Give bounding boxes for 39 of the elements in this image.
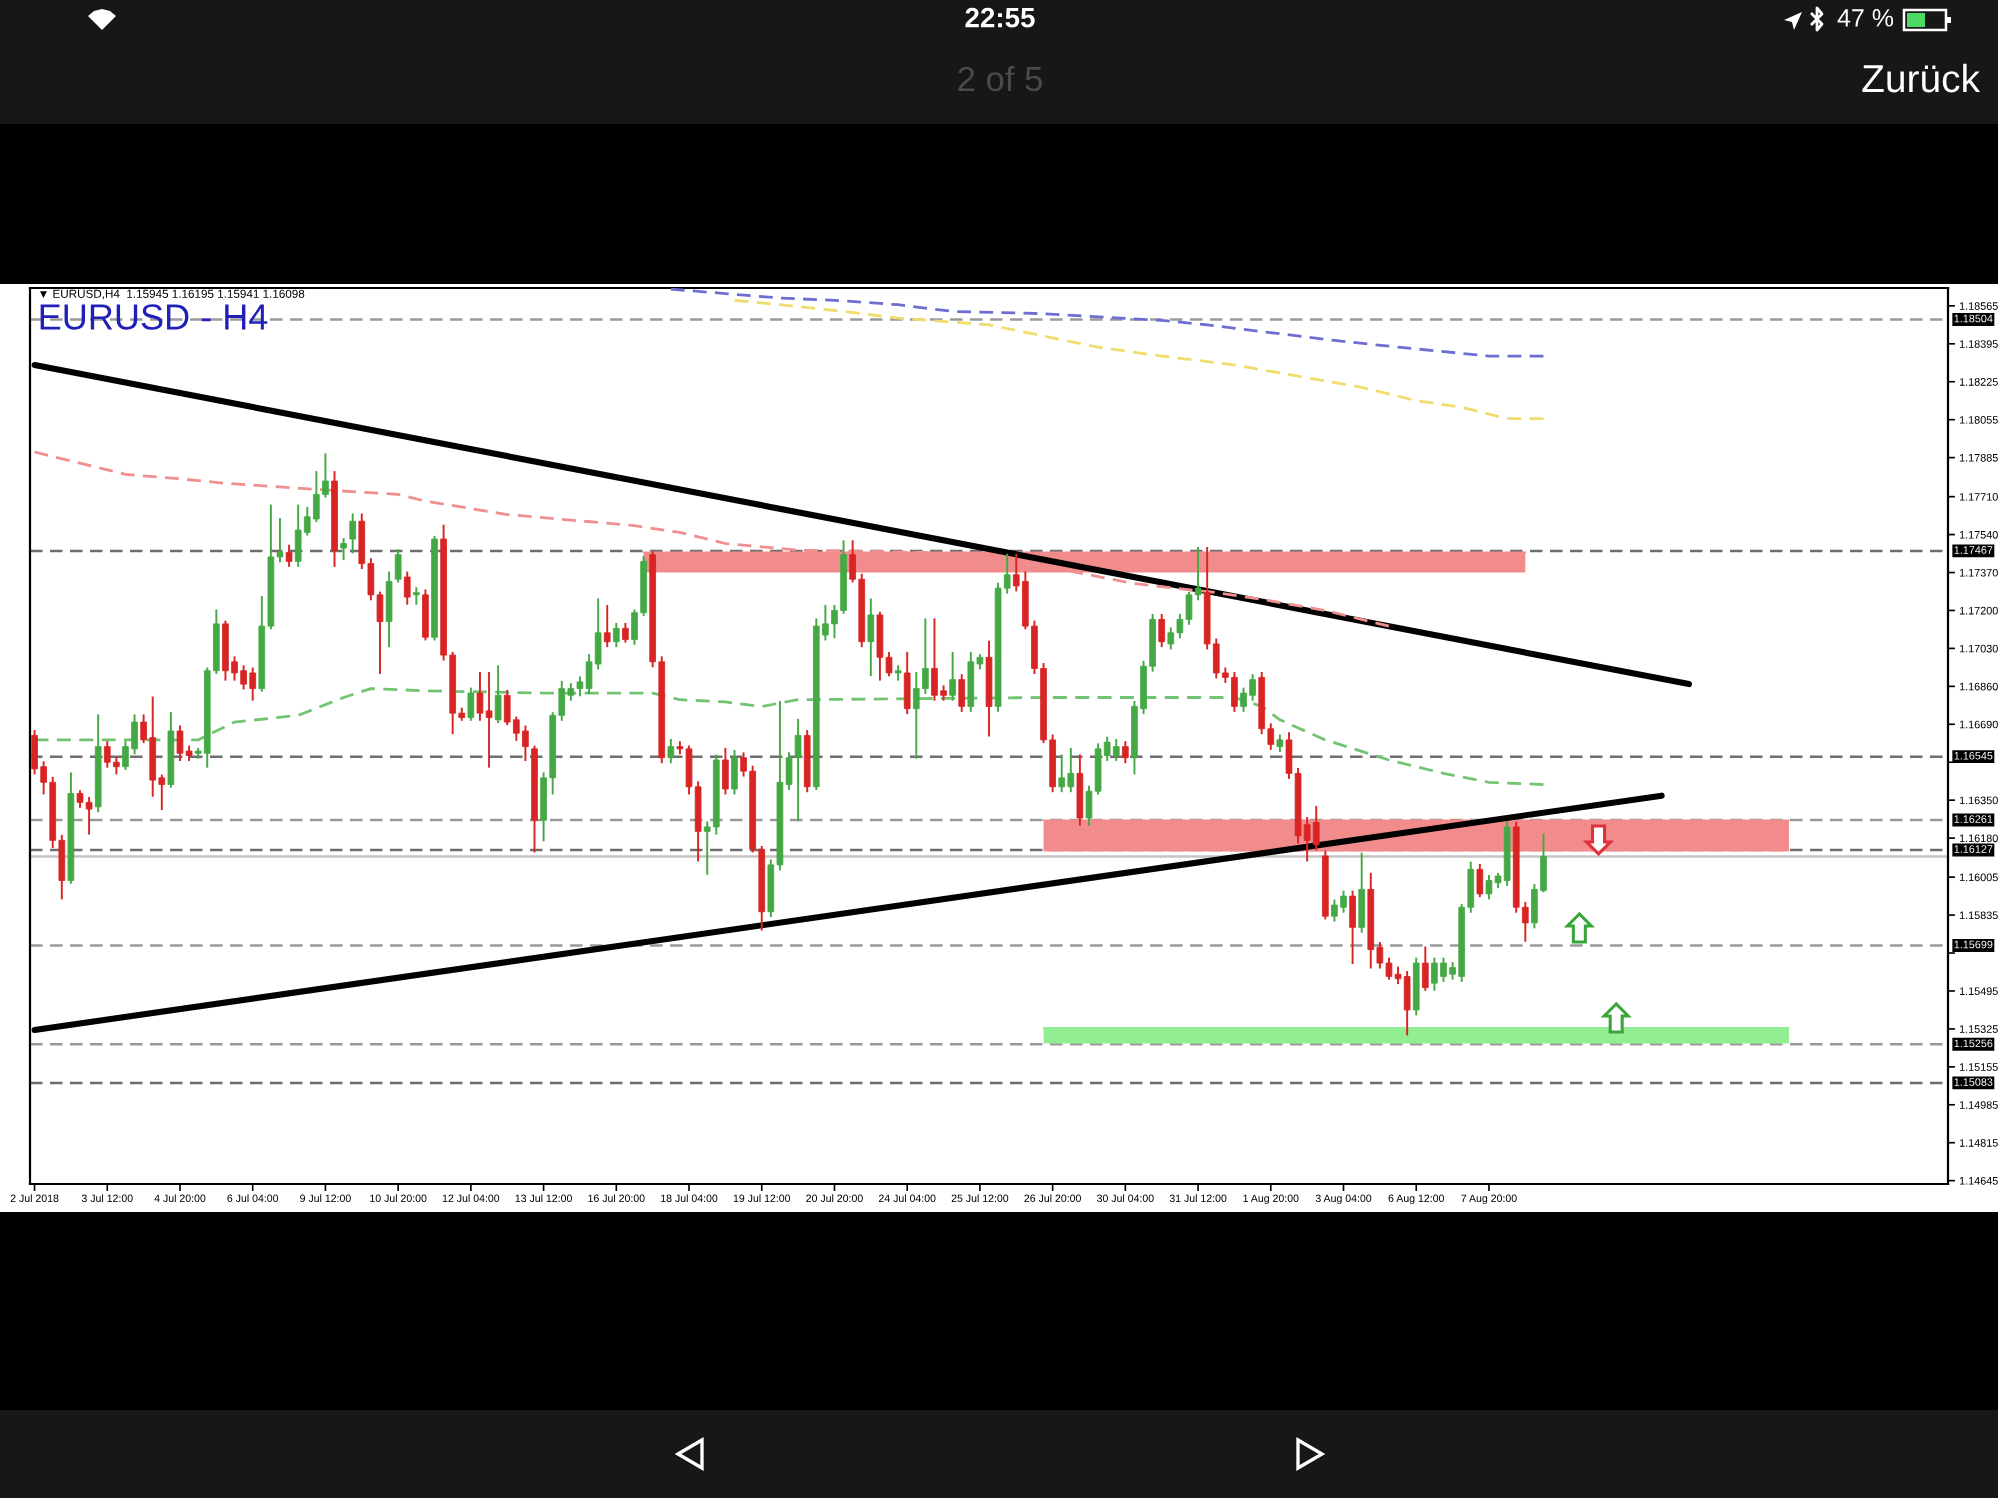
candlestick (1349, 890, 1356, 965)
candlestick (1476, 863, 1484, 898)
candlestick (1158, 613, 1166, 648)
candlestick (867, 598, 875, 677)
candlestick (967, 651, 975, 712)
candlestick (958, 674, 966, 712)
chart-title: EURUSD - H4 (40, 304, 268, 330)
candlestick (349, 513, 357, 554)
text: 22:55 (965, 7, 1035, 28)
candlestick (494, 665, 502, 724)
text: Zurück (1862, 63, 1981, 93)
candlestick (467, 687, 475, 721)
candlestick (612, 622, 620, 648)
candlestick (1167, 627, 1175, 650)
candlestick (667, 738, 675, 764)
candlestick (1421, 946, 1429, 991)
candlestick (340, 538, 347, 561)
candlestick (1058, 754, 1066, 793)
candlestick (413, 587, 420, 605)
candlestick (1076, 754, 1084, 826)
candlestick (903, 651, 911, 715)
candlestick (1312, 805, 1320, 851)
candlestick (1358, 852, 1366, 933)
candlestick (1412, 957, 1420, 1016)
candlestick (403, 571, 411, 605)
candlestick (385, 571, 393, 648)
candlestick (603, 605, 611, 648)
candlestick (1122, 741, 1129, 764)
line-series (669, 288, 1545, 358)
text: 47 % (1837, 9, 1894, 27)
candlestick (285, 544, 293, 567)
candlestick (422, 589, 429, 641)
candlestick (731, 750, 738, 795)
candlestick (949, 651, 956, 701)
line-series (733, 298, 1545, 420)
candlestick (1112, 738, 1120, 761)
candlestick (722, 747, 729, 795)
candlestick (894, 665, 902, 681)
candlestick (394, 549, 402, 583)
